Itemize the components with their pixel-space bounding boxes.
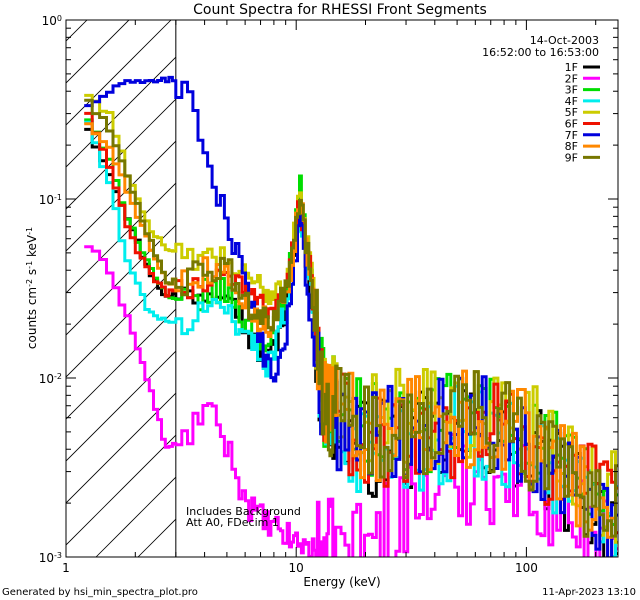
annotation-attenuator: Att A0, FDecim 1 [186,516,279,529]
legend-label: 6F [565,118,578,131]
y-tick-label: 10-2 [39,372,62,387]
legend-label: 8F [565,140,578,153]
hatch-line [66,350,176,462]
x-tick-label: 10 [289,561,304,575]
x-axis: 1 10 100 [62,20,597,575]
hatch-line [66,182,176,294]
legend-label: 5F [565,106,578,119]
hatch-line [600,0,640,557]
x-tick-label: 100 [515,561,538,575]
date-label: 14-Oct-2003 [530,34,599,47]
annotation-background: Includes Background [186,505,301,518]
series-line-9F [84,98,618,538]
legend-label: 2F [565,72,578,85]
x-tick-label: 1 [62,561,70,575]
y-axis: 100 10-1 10-2 10-3 [39,14,618,566]
hatch-line [66,392,176,504]
hatch-line [66,140,176,252]
y-tick-label: 100 [42,14,62,29]
hatch-line [66,20,172,126]
plot-frame [65,19,619,558]
series-line-2F [84,245,618,557]
footer-timestamp: 11-Apr-2023 13:10 [542,587,636,598]
hatch-line [66,434,176,546]
legend-label: 1F [565,61,578,74]
y-axis-label: counts cm-2 s-1 keV-1 [25,227,40,349]
chart-title: Count Spectra for RHESSI Front Segments [193,2,487,18]
legend-label: 9F [565,151,578,164]
y-tick-label: 10-1 [39,193,62,208]
legend-label: 7F [565,129,578,142]
series-layer [84,20,618,557]
footer-generated-by: Generated by hsi_min_spectra_plot.pro [2,587,198,598]
y-tick-label: 10-3 [39,551,62,566]
legend-label: 4F [565,95,578,108]
x-axis-label: Energy (keV) [303,575,380,589]
time-range-label: 16:52:00 to 16:53:00 [482,46,599,59]
legend-label: 3F [565,84,578,97]
